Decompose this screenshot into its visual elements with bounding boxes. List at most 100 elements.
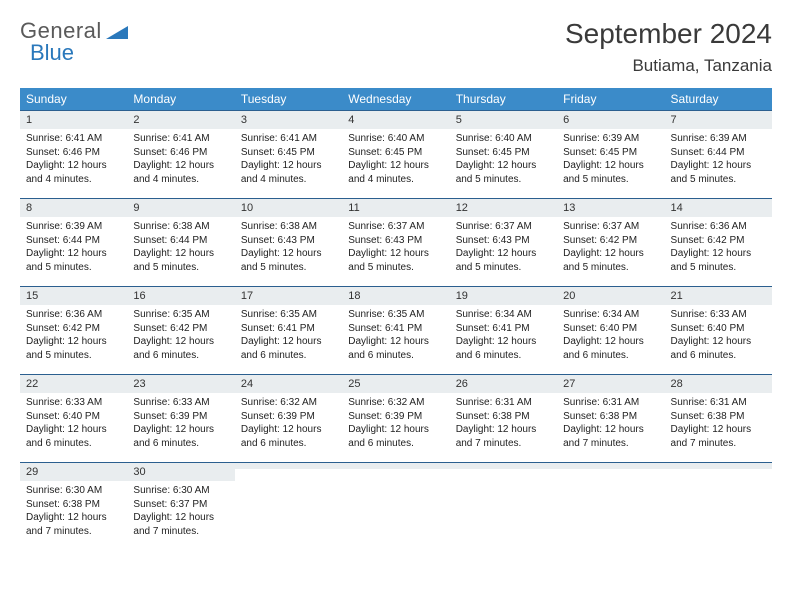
day-number: 12 — [450, 198, 557, 217]
day-details: Sunrise: 6:41 AMSunset: 6:45 PMDaylight:… — [235, 129, 342, 192]
sunrise-text: Sunrise: 6:33 AM — [671, 308, 766, 322]
calendar-day-cell: 25Sunrise: 6:32 AMSunset: 6:39 PMDayligh… — [342, 374, 449, 462]
calendar-week-row: 29Sunrise: 6:30 AMSunset: 6:38 PMDayligh… — [20, 462, 772, 550]
sunset-text: Sunset: 6:43 PM — [456, 234, 551, 248]
weekday-header: Sunday — [20, 88, 127, 110]
day-number — [557, 462, 664, 469]
calendar-day-cell: 4Sunrise: 6:40 AMSunset: 6:45 PMDaylight… — [342, 110, 449, 198]
daylight-text-1: Daylight: 12 hours — [26, 159, 121, 173]
day-number: 9 — [127, 198, 234, 217]
sunrise-text: Sunrise: 6:39 AM — [563, 132, 658, 146]
daylight-text-2: and 6 minutes. — [26, 437, 121, 451]
calendar-day-cell: 15Sunrise: 6:36 AMSunset: 6:42 PMDayligh… — [20, 286, 127, 374]
sunset-text: Sunset: 6:40 PM — [563, 322, 658, 336]
sunset-text: Sunset: 6:39 PM — [348, 410, 443, 424]
sunrise-text: Sunrise: 6:31 AM — [563, 396, 658, 410]
day-details: Sunrise: 6:33 AMSunset: 6:40 PMDaylight:… — [20, 393, 127, 456]
daylight-text-2: and 4 minutes. — [133, 173, 228, 187]
sunset-text: Sunset: 6:40 PM — [26, 410, 121, 424]
sunset-text: Sunset: 6:38 PM — [563, 410, 658, 424]
weekday-header-row: Sunday Monday Tuesday Wednesday Thursday… — [20, 88, 772, 110]
day-details: Sunrise: 6:33 AMSunset: 6:39 PMDaylight:… — [127, 393, 234, 456]
daylight-text-2: and 7 minutes. — [456, 437, 551, 451]
day-number: 28 — [665, 374, 772, 393]
weekday-header: Saturday — [665, 88, 772, 110]
sunset-text: Sunset: 6:38 PM — [671, 410, 766, 424]
sunset-text: Sunset: 6:44 PM — [26, 234, 121, 248]
day-number: 7 — [665, 110, 772, 129]
daylight-text-1: Daylight: 12 hours — [26, 511, 121, 525]
calendar-day-cell: 2Sunrise: 6:41 AMSunset: 6:46 PMDaylight… — [127, 110, 234, 198]
sunset-text: Sunset: 6:45 PM — [241, 146, 336, 160]
day-number: 16 — [127, 286, 234, 305]
daylight-text-2: and 5 minutes. — [563, 261, 658, 275]
daylight-text-1: Daylight: 12 hours — [456, 159, 551, 173]
daylight-text-1: Daylight: 12 hours — [241, 247, 336, 261]
sunset-text: Sunset: 6:39 PM — [133, 410, 228, 424]
calendar-day-cell: 21Sunrise: 6:33 AMSunset: 6:40 PMDayligh… — [665, 286, 772, 374]
sunset-text: Sunset: 6:40 PM — [671, 322, 766, 336]
sunset-text: Sunset: 6:45 PM — [348, 146, 443, 160]
day-details: Sunrise: 6:38 AMSunset: 6:44 PMDaylight:… — [127, 217, 234, 280]
daylight-text-1: Daylight: 12 hours — [563, 159, 658, 173]
calendar-day-cell: 30Sunrise: 6:30 AMSunset: 6:37 PMDayligh… — [127, 462, 234, 550]
sunset-text: Sunset: 6:42 PM — [563, 234, 658, 248]
day-number: 5 — [450, 110, 557, 129]
sunset-text: Sunset: 6:38 PM — [456, 410, 551, 424]
brand-part2: Blue — [30, 40, 74, 66]
calendar-day-cell: 6Sunrise: 6:39 AMSunset: 6:45 PMDaylight… — [557, 110, 664, 198]
daylight-text-2: and 5 minutes. — [26, 261, 121, 275]
daylight-text-1: Daylight: 12 hours — [671, 423, 766, 437]
sunset-text: Sunset: 6:45 PM — [563, 146, 658, 160]
sunrise-text: Sunrise: 6:38 AM — [241, 220, 336, 234]
day-details: Sunrise: 6:39 AMSunset: 6:44 PMDaylight:… — [665, 129, 772, 192]
daylight-text-1: Daylight: 12 hours — [456, 335, 551, 349]
calendar-day-cell — [235, 462, 342, 550]
daylight-text-2: and 6 minutes. — [133, 349, 228, 363]
daylight-text-1: Daylight: 12 hours — [133, 423, 228, 437]
sunrise-text: Sunrise: 6:31 AM — [456, 396, 551, 410]
day-details: Sunrise: 6:34 AMSunset: 6:40 PMDaylight:… — [557, 305, 664, 368]
daylight-text-2: and 5 minutes. — [133, 261, 228, 275]
day-number: 11 — [342, 198, 449, 217]
sunset-text: Sunset: 6:41 PM — [348, 322, 443, 336]
sunset-text: Sunset: 6:37 PM — [133, 498, 228, 512]
weekday-header: Thursday — [450, 88, 557, 110]
day-details: Sunrise: 6:32 AMSunset: 6:39 PMDaylight:… — [342, 393, 449, 456]
day-details: Sunrise: 6:41 AMSunset: 6:46 PMDaylight:… — [20, 129, 127, 192]
daylight-text-2: and 6 minutes. — [348, 349, 443, 363]
weekday-header: Friday — [557, 88, 664, 110]
day-number — [342, 462, 449, 469]
daylight-text-2: and 7 minutes. — [563, 437, 658, 451]
calendar-day-cell: 1Sunrise: 6:41 AMSunset: 6:46 PMDaylight… — [20, 110, 127, 198]
sunset-text: Sunset: 6:44 PM — [133, 234, 228, 248]
calendar-day-cell — [557, 462, 664, 550]
calendar-table: Sunday Monday Tuesday Wednesday Thursday… — [20, 88, 772, 550]
daylight-text-1: Daylight: 12 hours — [133, 511, 228, 525]
daylight-text-1: Daylight: 12 hours — [133, 247, 228, 261]
daylight-text-2: and 6 minutes. — [348, 437, 443, 451]
daylight-text-2: and 6 minutes. — [133, 437, 228, 451]
daylight-text-1: Daylight: 12 hours — [671, 159, 766, 173]
sunset-text: Sunset: 6:46 PM — [133, 146, 228, 160]
sunrise-text: Sunrise: 6:39 AM — [671, 132, 766, 146]
sunset-text: Sunset: 6:42 PM — [26, 322, 121, 336]
calendar-day-cell: 22Sunrise: 6:33 AMSunset: 6:40 PMDayligh… — [20, 374, 127, 462]
daylight-text-2: and 4 minutes. — [26, 173, 121, 187]
calendar-day-cell — [665, 462, 772, 550]
daylight-text-1: Daylight: 12 hours — [26, 247, 121, 261]
sunrise-text: Sunrise: 6:40 AM — [348, 132, 443, 146]
day-number — [235, 462, 342, 469]
calendar-day-cell — [450, 462, 557, 550]
calendar-week-row: 1Sunrise: 6:41 AMSunset: 6:46 PMDaylight… — [20, 110, 772, 198]
day-number: 1 — [20, 110, 127, 129]
calendar-day-cell: 14Sunrise: 6:36 AMSunset: 6:42 PMDayligh… — [665, 198, 772, 286]
calendar-day-cell: 18Sunrise: 6:35 AMSunset: 6:41 PMDayligh… — [342, 286, 449, 374]
day-details — [342, 469, 449, 531]
day-number — [665, 462, 772, 469]
sunrise-text: Sunrise: 6:32 AM — [241, 396, 336, 410]
day-number: 13 — [557, 198, 664, 217]
calendar-day-cell: 9Sunrise: 6:38 AMSunset: 6:44 PMDaylight… — [127, 198, 234, 286]
calendar-day-cell: 10Sunrise: 6:38 AMSunset: 6:43 PMDayligh… — [235, 198, 342, 286]
day-details — [557, 469, 664, 531]
